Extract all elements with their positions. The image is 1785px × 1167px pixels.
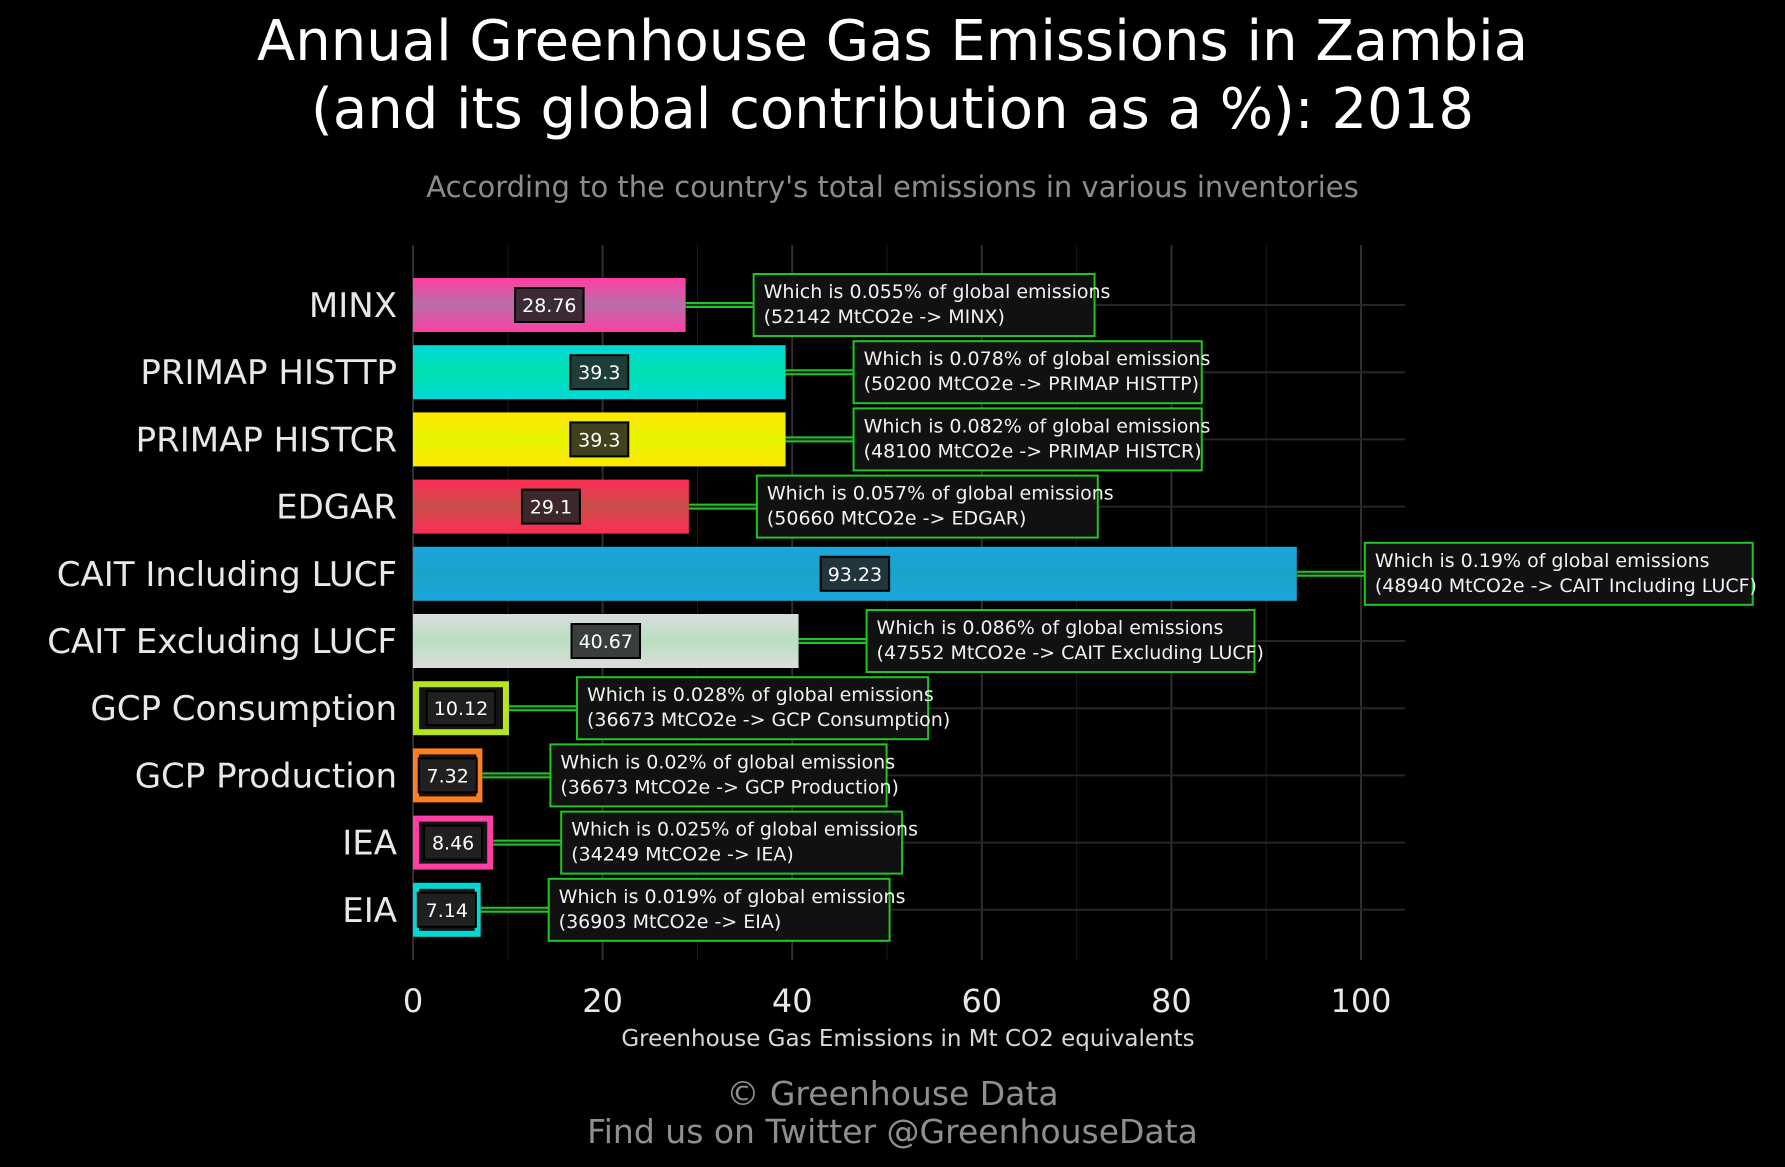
annotation-line-2: (50660 MtCO2e -> EDGAR)	[767, 508, 1027, 530]
category-label: CAIT Including LUCF	[57, 555, 397, 595]
category-label: IEA	[342, 824, 397, 864]
annotation-box	[852, 407, 1203, 472]
annotation-line-1: Which is 0.086% of global emissions	[877, 617, 1224, 639]
bar-chart: 0 20 40 60 80 100 Greenhouse Gas Emissions in …	[47, 245, 1757, 1052]
category-label: PRIMAP HISTCR	[136, 420, 397, 460]
x-tick-label: 0	[403, 982, 423, 1020]
chart-subtitle: According to the country's total emissio…	[426, 170, 1359, 204]
annotation-line-1: Which is 0.019% of global emissions	[559, 886, 906, 908]
annotation-line-2: (34249 MtCO2e -> IEA)	[571, 844, 794, 866]
credit-text: © Greenhouse Data	[726, 1074, 1059, 1113]
annotation-box	[852, 340, 1203, 405]
x-tick-label: 80	[1151, 982, 1192, 1020]
value-label-box	[514, 287, 585, 323]
annotation-line-1: Which is 0.025% of global emissions	[571, 819, 918, 841]
value-label-box	[423, 824, 484, 861]
category-label: EDGAR	[276, 488, 397, 528]
annotation-line-1: Which is 0.078% of global emissions	[864, 348, 1211, 370]
value-label: 10.12	[434, 698, 488, 720]
annotation-box	[755, 474, 1099, 539]
chart-title: Annual Greenhouse Gas Emissions in Zambi…	[0, 8, 1785, 144]
value-label-box	[520, 488, 581, 525]
annotation-box	[549, 743, 888, 808]
annotation-line-1: Which is 0.082% of global emissions	[864, 415, 1211, 437]
x-tick-label: 100	[1330, 982, 1391, 1020]
annotation-box	[547, 877, 891, 942]
value-label-box	[569, 354, 630, 391]
annotation-line-1: Which is 0.19% of global emissions	[1375, 550, 1710, 572]
value-label: 28.76	[522, 295, 576, 317]
value-label-box	[569, 421, 630, 458]
category-label: EIA	[342, 891, 397, 931]
category-label: MINX	[309, 286, 397, 326]
value-label: 40.67	[579, 631, 633, 653]
value-label: 39.3	[578, 429, 620, 451]
value-label-box	[570, 623, 642, 659]
annotation-line-2: (36673 MtCO2e -> GCP Consumption)	[587, 709, 950, 731]
annotation-line-2: (48940 MtCO2e -> CAIT Including LUCF)	[1375, 575, 1757, 597]
annotation-line-1: Which is 0.02% of global emissions	[560, 751, 895, 773]
value-label-box	[425, 690, 497, 727]
annotation-box	[865, 609, 1256, 673]
value-label-box	[417, 757, 478, 794]
value-label-box	[819, 555, 891, 592]
value-label-box	[416, 891, 477, 928]
value-label: 29.1	[530, 497, 572, 519]
x-tick-label: 20	[582, 982, 623, 1020]
annotation-box	[752, 273, 1096, 337]
twitter-credit: Find us on Twitter @GreenhouseData	[587, 1112, 1198, 1151]
annotation-line-2: (47552 MtCO2e -> CAIT Excluding LUCF)	[877, 642, 1264, 664]
category-label: CAIT Excluding LUCF	[47, 622, 397, 662]
x-tick-label: 60	[961, 982, 1002, 1020]
annotation-line-1: Which is 0.028% of global emissions	[587, 684, 934, 706]
annotation-line-1: Which is 0.055% of global emissions	[764, 281, 1111, 303]
category-label: PRIMAP HISTTP	[140, 353, 397, 393]
value-label: 8.46	[432, 833, 474, 855]
x-tick-label: 40	[772, 982, 813, 1020]
annotation-line-2: (52142 MtCO2e -> MINX)	[764, 306, 1005, 328]
annotation-box	[1363, 541, 1754, 606]
value-label: 39.3	[578, 362, 620, 384]
annotation-line-2: (36903 MtCO2e -> EIA)	[559, 911, 782, 933]
annotation-line-2: (36673 MtCO2e -> GCP Production)	[560, 776, 899, 798]
value-label: 7.32	[427, 765, 469, 787]
x-axis-label: Greenhouse Gas Emissions in Mt CO2 equiv…	[621, 1026, 1194, 1052]
chart-title-line1: Annual Greenhouse Gas Emissions in Zambi…	[256, 9, 1529, 74]
annotation-box	[575, 676, 930, 741]
value-label: 93.23	[828, 564, 882, 586]
annotation-box	[560, 810, 904, 875]
annotation-line-2: (48100 MtCO2e -> PRIMAP HISTCR)	[864, 440, 1202, 462]
category-label: GCP Production	[135, 756, 397, 796]
annotation-line-2: (50200 MtCO2e -> PRIMAP HISTTP)	[864, 373, 1199, 395]
category-label: GCP Consumption	[90, 689, 397, 729]
chart-title-line2: (and its global contribution as a %): 20…	[311, 77, 1474, 142]
annotation-line-1: Which is 0.057% of global emissions	[767, 483, 1114, 505]
value-label: 7.14	[426, 900, 468, 922]
